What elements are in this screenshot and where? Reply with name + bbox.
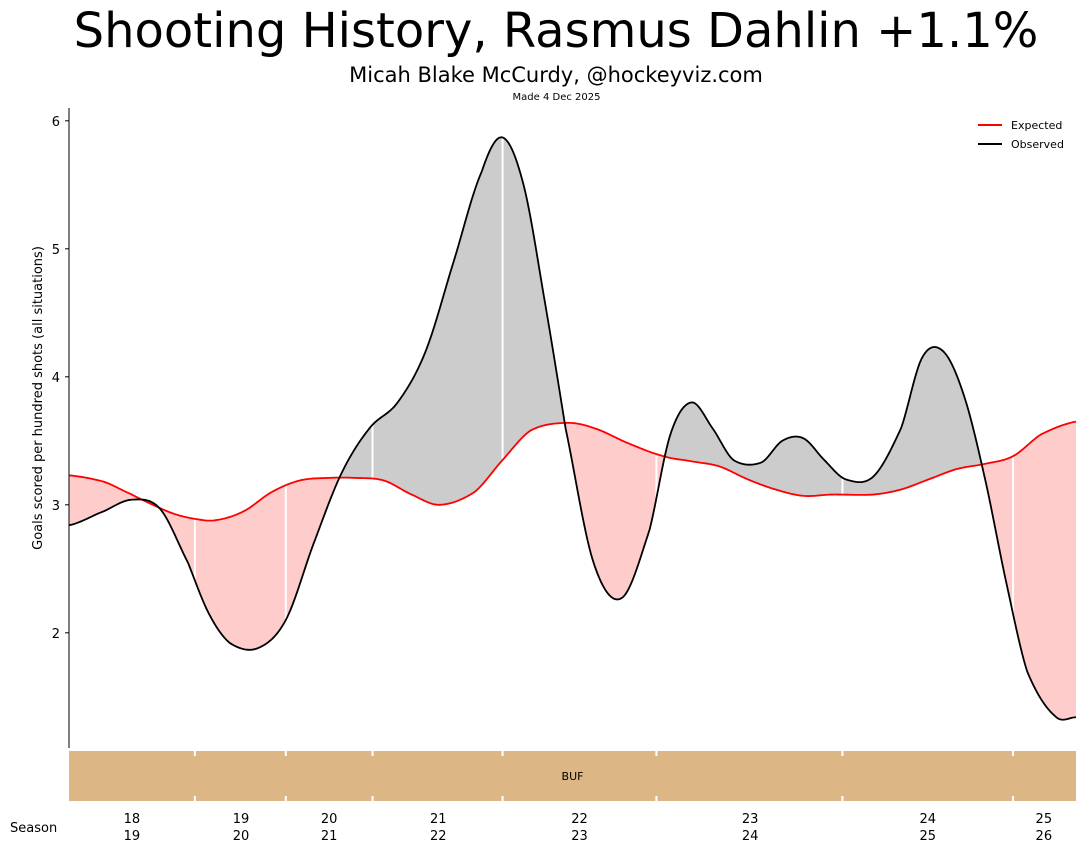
fill-region-2: [158, 477, 340, 650]
y-tick-label-3: 3: [52, 499, 60, 514]
season-tick-label-top-7: 25: [1036, 812, 1053, 827]
team-band: BUF: [69, 751, 1076, 801]
season-tick-label-bottom-4: 23: [571, 829, 588, 844]
y-tick-label-5: 5: [52, 243, 60, 258]
team-label-buf: BUF: [562, 770, 584, 783]
season-tick-label-top-6: 24: [919, 812, 936, 827]
season-label: Season: [10, 821, 57, 836]
fill-region-3: [339, 137, 565, 505]
team-band-rect-0: [69, 751, 1076, 801]
y-tick-label-2: 2: [52, 627, 60, 642]
season-tick-label-top-3: 21: [430, 812, 447, 827]
fill-region-6: [981, 421, 1076, 720]
y-ticks: 2 3 4 5 6: [52, 115, 69, 642]
season-tick-label-bottom-7: 26: [1036, 829, 1053, 844]
fill-region-4: [564, 422, 665, 600]
season-tick-label-bottom-1: 20: [233, 829, 250, 844]
season-tick-label-top-5: 23: [742, 812, 759, 827]
season-tick-label-bottom-6: 25: [919, 829, 936, 844]
series-lines: [68, 136, 1077, 721]
fill-region-0: [69, 475, 142, 526]
legend-label-expected: Expected: [1011, 119, 1062, 132]
series-line-expected: [68, 420, 1077, 522]
made-date: Made 4 Dec 2025: [512, 92, 601, 103]
chart-subtitle: Micah Blake McCurdy, @hockeyviz.com: [349, 63, 763, 87]
season-boundary-lines: [193, 137, 1015, 620]
season-tick-label-top-1: 19: [233, 812, 250, 827]
season-tick-label-bottom-5: 24: [742, 829, 759, 844]
legend: Expected Observed: [978, 119, 1064, 151]
season-tick-label-bottom-3: 22: [430, 829, 447, 844]
chart-title: Shooting History, Rasmus Dahlin +1.1%: [73, 3, 1039, 59]
season-tick-label-bottom-2: 21: [321, 829, 338, 844]
fill-region-5: [664, 347, 982, 497]
legend-label-observed: Observed: [1011, 138, 1064, 151]
season-tick-label-top-4: 22: [571, 812, 588, 827]
season-tick-label-top-0: 18: [124, 812, 141, 827]
y-tick-label-6: 6: [52, 115, 60, 130]
difference-fills: [69, 137, 1076, 720]
season-axis: 18 19 19 20 20 21 21 22 22 23 23 24 24 25 25 26: [124, 812, 1052, 844]
season-tick-label-top-2: 20: [321, 812, 338, 827]
y-tick-label-4: 4: [52, 371, 60, 386]
series-line-observed: [68, 136, 1077, 721]
season-tick-label-bottom-0: 19: [124, 829, 141, 844]
y-axis-label: Goals scored per hundred shots (all situ…: [31, 246, 46, 550]
